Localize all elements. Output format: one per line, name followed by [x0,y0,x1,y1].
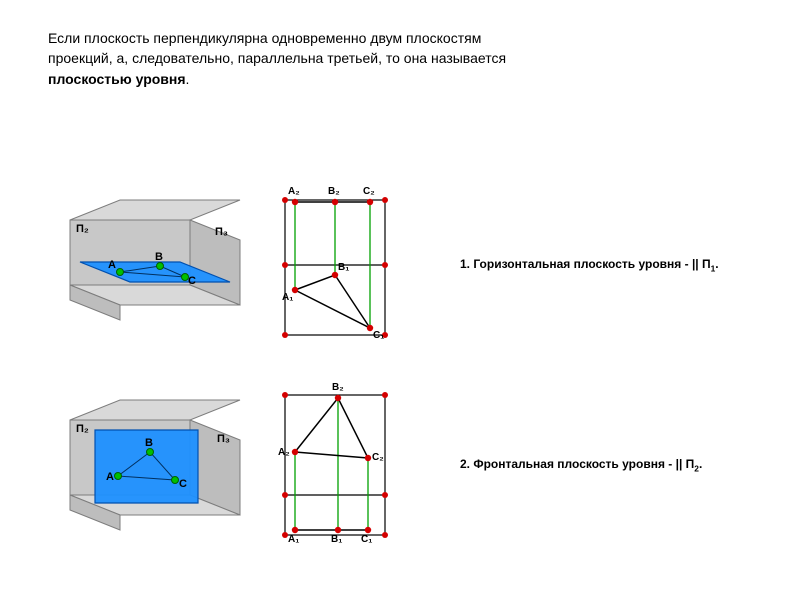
heading-bold: плоскостью уровня [48,71,186,87]
svg-text:B₁: B₁ [338,262,349,273]
heading-tail: . [186,71,190,87]
definition-text: Если плоскость перпендикулярна одновреме… [48,28,740,89]
svg-text:C₂: C₂ [363,186,375,197]
svg-text:C: C [179,478,187,490]
svg-text:П₂: П₂ [76,223,89,235]
heading-line1: Если плоскость перпендикулярна одновреме… [48,30,481,46]
svg-text:A₂: A₂ [278,447,290,458]
svg-text:A: A [108,259,116,271]
svg-text:П₃: П₃ [215,226,228,238]
svg-text:C: C [188,275,196,287]
svg-text:C₁: C₁ [373,330,384,341]
svg-text:A₁: A₁ [282,292,293,303]
iso-frontal: П₂ П₃ A B C [60,390,250,540]
caption-2: 2. Фронтальная плоскость уровня - || П2. [460,457,780,473]
svg-text:C₂: C₂ [372,452,384,463]
epure-horizontal: A₂ B₂ C₂ A₁ B₁ C₁ [260,180,420,350]
svg-text:C₁: C₁ [361,534,372,545]
figure-row-2: П₂ П₃ A B C A₂ B₂ C₂ A₁ B₁ C₁ 2. Фронтальная плос… [60,380,780,550]
svg-text:B: B [145,437,153,449]
svg-text:П₂: П₂ [76,423,89,435]
caption-1: 1. Горизонтальная плоскость уровня - || … [460,257,780,273]
heading-line2: проекций, а, следовательно, параллельна … [48,50,506,66]
svg-text:B₂: B₂ [328,186,340,197]
svg-text:П₃: П₃ [217,433,230,445]
svg-text:A: A [106,471,114,483]
svg-text:B: B [155,251,163,263]
svg-text:A₂: A₂ [288,186,300,197]
epure-frontal: A₂ B₂ C₂ A₁ B₁ C₁ [260,380,420,550]
svg-text:B₁: B₁ [331,534,342,545]
svg-text:B₂: B₂ [332,382,344,393]
iso-horizontal: П₂ П₃ A B C [60,190,250,340]
svg-text:A₁: A₁ [288,534,299,545]
figure-row-1: П₂ П₃ A B C A₂ B₂ C₂ A₁ B₁ C₁ 1. Горизонтальная п… [60,180,780,350]
